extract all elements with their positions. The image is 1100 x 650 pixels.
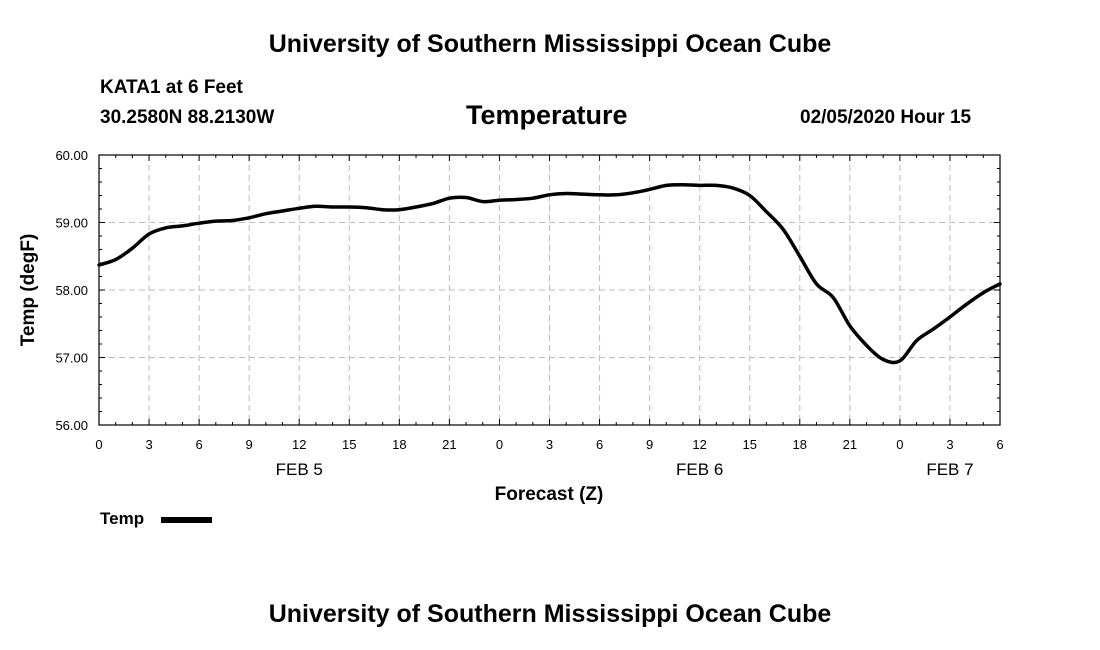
day-label: FEB 5 (276, 460, 323, 479)
x-axis-title: Forecast (Z) (495, 484, 604, 505)
station-coordinates: 30.2580N 88.2130W (100, 107, 275, 128)
top-title: University of Southern Mississippi Ocean… (268, 30, 832, 58)
plot-frame (98, 154, 1001, 426)
x-tick-label: 3 (946, 437, 953, 452)
x-tick-label: 9 (246, 437, 253, 452)
x-tick-label: 0 (896, 437, 903, 452)
temp-series-line (97, 182, 1002, 365)
x-tick-label: 9 (646, 437, 653, 452)
x-tick-label: 18 (392, 437, 406, 452)
x-tick-label: 21 (442, 437, 456, 452)
x-tick-label: 12 (292, 437, 306, 452)
chart-title: Temperature (466, 100, 628, 130)
x-tick-label: 15 (342, 437, 356, 452)
x-tick-label: 18 (793, 437, 807, 452)
x-tick-label: 3 (546, 437, 553, 452)
station-name: KATA1 at 6 Feet (100, 77, 243, 98)
bottom-title: University of Southern Mississippi Ocean… (268, 600, 832, 628)
day-label: FEB 6 (676, 460, 723, 479)
legend-swatch (161, 517, 212, 523)
x-tick-label: 6 (996, 437, 1003, 452)
forecast-timestamp: 02/05/2020 Hour 15 (800, 107, 972, 128)
x-tick-label: 15 (742, 437, 756, 452)
x-tick-label: 12 (692, 437, 706, 452)
legend-label: Temp (100, 509, 145, 528)
x-tick-label: 0 (496, 437, 503, 452)
y-axis-title: Temp (degF) (18, 234, 39, 347)
y-tick-label: 60.00 (55, 148, 88, 163)
x-tick-label: 6 (596, 437, 603, 452)
y-tick-label: 57.00 (55, 351, 88, 366)
y-tick-label: 59.00 (55, 216, 88, 231)
x-tick-label: 0 (95, 437, 102, 452)
day-label: FEB 7 (926, 460, 973, 479)
x-tick-label: 21 (843, 437, 857, 452)
grid-lines (99, 155, 1000, 425)
y-tick-label: 58.00 (55, 283, 88, 298)
axis-labels: 0 3 6 9 12 15 18 21 0 3 6 9 12 15 18 21 0 3 6 56.00 57.00 58.… (55, 148, 1003, 479)
y-tick-label: 56.00 (55, 418, 88, 433)
x-tick-label: 3 (145, 437, 152, 452)
x-tick-label: 6 (195, 437, 202, 452)
